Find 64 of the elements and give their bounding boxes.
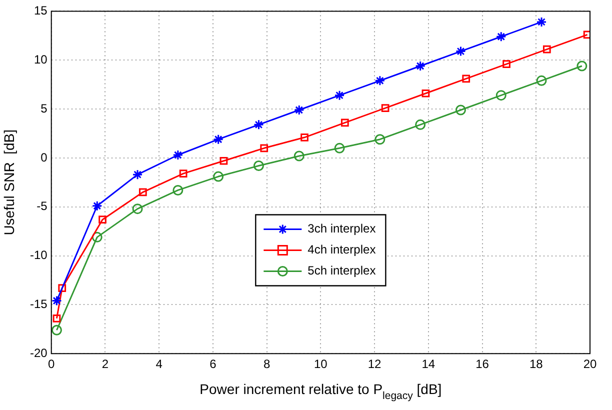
x-tick-label: 8 bbox=[263, 357, 270, 372]
point bbox=[253, 119, 264, 130]
x-tick-label: 14 bbox=[422, 357, 436, 372]
point bbox=[132, 204, 143, 214]
x-tick-label: 12 bbox=[368, 357, 382, 372]
point bbox=[374, 134, 386, 145]
point bbox=[340, 118, 349, 127]
y-tick-label: -15 bbox=[30, 297, 48, 311]
point bbox=[98, 216, 106, 224]
point bbox=[583, 30, 590, 39]
point bbox=[52, 314, 61, 322]
point bbox=[542, 45, 551, 54]
point bbox=[300, 133, 308, 142]
point bbox=[92, 232, 102, 242]
x-tick-label: 10 bbox=[314, 357, 328, 372]
x-tick-label: 2 bbox=[102, 357, 109, 372]
point bbox=[58, 284, 66, 292]
point bbox=[294, 104, 304, 116]
point bbox=[381, 104, 390, 112]
y-tick-label: 10 bbox=[34, 52, 48, 66]
point bbox=[213, 134, 224, 145]
y-tick-label: -10 bbox=[30, 248, 48, 262]
point bbox=[502, 60, 510, 68]
y-tick-label: -5 bbox=[36, 199, 48, 214]
point bbox=[260, 144, 268, 152]
point bbox=[576, 60, 588, 72]
point bbox=[374, 75, 386, 86]
point bbox=[536, 75, 547, 86]
point bbox=[172, 150, 184, 160]
point bbox=[179, 170, 188, 178]
point bbox=[455, 46, 466, 57]
point bbox=[51, 324, 62, 336]
point bbox=[415, 119, 426, 130]
point bbox=[92, 200, 102, 212]
x-tick-label: 6 bbox=[210, 357, 217, 372]
y-axis-title: Useful SNR [dB] bbox=[1, 129, 17, 236]
point bbox=[138, 188, 147, 196]
point bbox=[213, 171, 224, 182]
point bbox=[253, 160, 264, 172]
x-tick-label: 18 bbox=[529, 357, 544, 372]
point bbox=[172, 184, 184, 196]
point bbox=[294, 150, 304, 162]
y-tick-label: 0 bbox=[40, 150, 48, 164]
point bbox=[462, 74, 470, 83]
y-tick-label: -20 bbox=[30, 346, 48, 360]
point bbox=[455, 104, 466, 116]
point bbox=[220, 156, 228, 165]
y-tick-label: 15 bbox=[34, 4, 48, 18]
point bbox=[496, 90, 506, 101]
legend-label: 4ch interplex bbox=[308, 242, 376, 257]
legend-label: 5ch interplex bbox=[308, 264, 376, 278]
legend-label: 3ch interplex bbox=[308, 222, 376, 236]
x-tick-label: 4 bbox=[156, 357, 163, 372]
point bbox=[334, 90, 345, 101]
x-tick-label: 20 bbox=[583, 357, 597, 372]
x-tick-label: 16 bbox=[476, 357, 490, 372]
point bbox=[415, 60, 426, 72]
y-tick-label: 5 bbox=[40, 101, 48, 116]
point bbox=[132, 169, 143, 180]
point bbox=[51, 296, 62, 306]
point bbox=[536, 16, 547, 28]
point bbox=[496, 31, 506, 42]
point bbox=[422, 89, 430, 98]
point bbox=[334, 142, 345, 154]
